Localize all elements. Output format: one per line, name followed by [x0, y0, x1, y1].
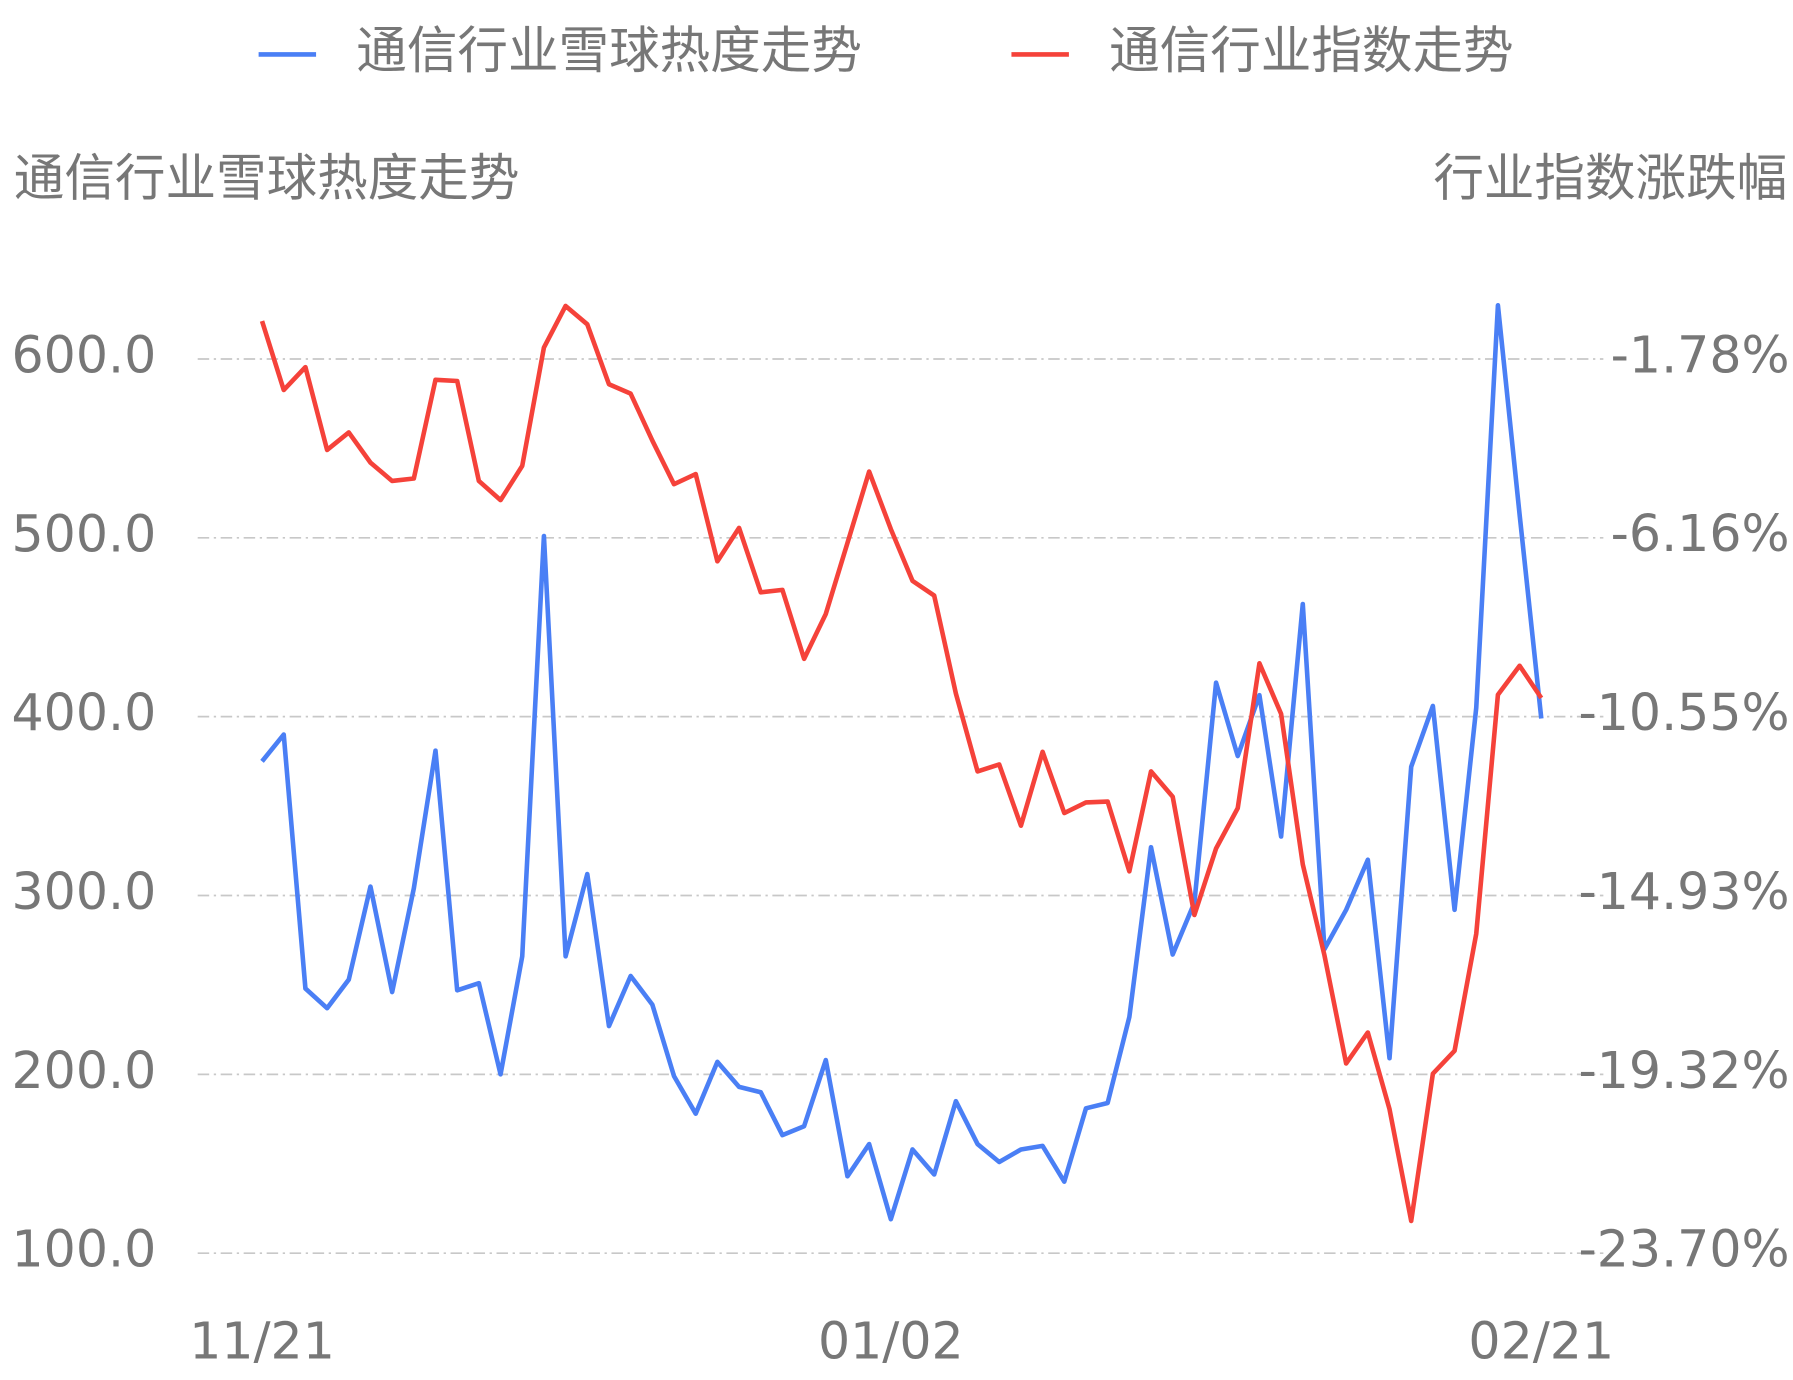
y-tick-label: 400.0 [11, 683, 156, 742]
legend-label: 通信行业指数走势 [1109, 21, 1514, 80]
y2-axis-title: 行业指数涨跌幅 [1433, 148, 1787, 207]
data-line [260, 303, 1544, 1222]
x-tick-label: 11/21 [189, 1312, 335, 1371]
x-tick-label: 01/02 [818, 1312, 964, 1371]
y-axis-title: 通信行业雪球热度走势 [14, 148, 520, 207]
legend-label: 通信行业雪球热度走势 [356, 21, 862, 80]
y-tick-label: 500.0 [11, 504, 156, 563]
y-tick-label: 100.0 [11, 1220, 156, 1279]
y2-tick-label: -14.93% [1579, 862, 1790, 921]
y-tick-label: 200.0 [11, 1041, 156, 1100]
y2-tick-label: -23.70% [1579, 1220, 1790, 1279]
y2-tick-label: -10.55% [1579, 683, 1790, 742]
y2-tick-label: -19.32% [1579, 1041, 1790, 1100]
y2-tick-label: -6.16% [1611, 504, 1790, 563]
x-tick-label: 02/21 [1468, 1312, 1614, 1371]
y2-tick-label: -1.78% [1611, 325, 1790, 384]
y-tick-label: 300.0 [11, 862, 156, 921]
data-line [259, 303, 1544, 1224]
y-tick-label: 600.0 [11, 325, 156, 384]
